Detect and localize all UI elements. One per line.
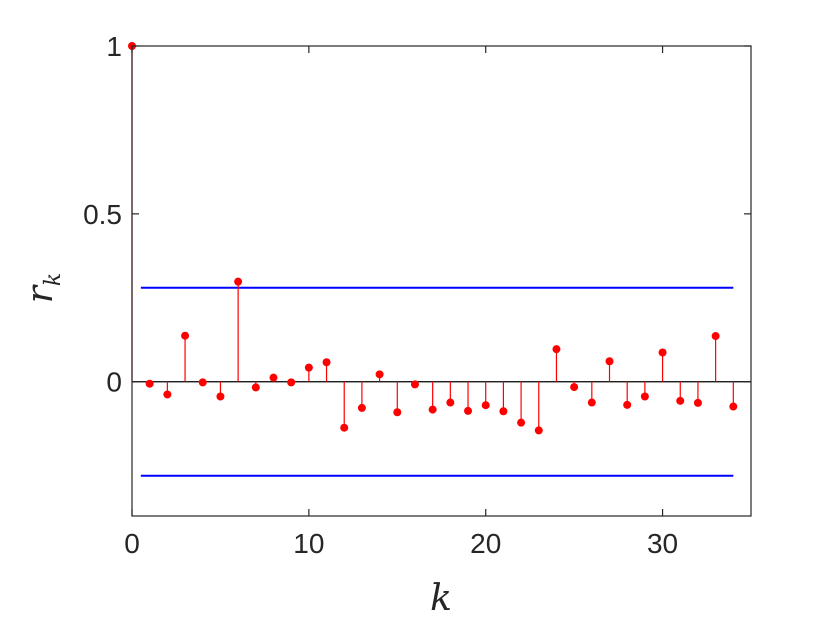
x-tick-label: 30 xyxy=(647,528,678,559)
stem-marker xyxy=(428,405,437,414)
stem-marker xyxy=(693,398,702,407)
stem-marker xyxy=(570,383,579,392)
stem-marker xyxy=(198,378,207,387)
stem-marker xyxy=(375,370,384,379)
stem-marker xyxy=(357,403,366,412)
stem-marker xyxy=(534,426,543,435)
stem-marker xyxy=(640,392,649,401)
stem-marker xyxy=(676,396,685,405)
axes xyxy=(131,45,752,517)
x-axis-label: k xyxy=(430,578,452,619)
stem-marker xyxy=(234,277,243,286)
stem-marker xyxy=(587,398,596,407)
stem-marker xyxy=(251,383,260,392)
x-tick-label: 20 xyxy=(470,528,501,559)
stem-marker xyxy=(446,398,455,407)
y-tick-label: 0.5 xyxy=(83,199,122,230)
y-tick-label: 0 xyxy=(106,367,122,398)
x-tick-label: 0 xyxy=(124,528,140,559)
stem-marker xyxy=(181,331,190,340)
stem-marker xyxy=(410,380,419,389)
stem-marker xyxy=(552,345,561,354)
stem-marker xyxy=(517,418,526,427)
stem-marker xyxy=(287,378,296,387)
x-tick-label: 10 xyxy=(293,528,324,559)
stem-marker xyxy=(464,406,473,415)
stem-marker xyxy=(163,390,172,399)
stem-marker xyxy=(605,357,614,366)
stem-marker xyxy=(216,392,225,401)
stem-marker xyxy=(322,358,331,367)
axis-labels: k rk xyxy=(20,273,452,619)
stem-marker xyxy=(481,401,490,410)
stem-marker xyxy=(269,373,278,382)
stem-marker xyxy=(340,423,349,432)
tick-labels: 0 10 20 30 0 0.5 1 xyxy=(83,31,678,559)
y-tick-label: 1 xyxy=(106,31,122,62)
stem-marker xyxy=(711,332,720,341)
plot-frame xyxy=(131,45,752,517)
stem-marker xyxy=(499,407,508,416)
stem-marker xyxy=(304,363,313,372)
stem-series xyxy=(128,42,738,435)
stem-marker xyxy=(729,402,738,411)
stem-marker xyxy=(145,379,154,388)
confidence-bounds xyxy=(140,286,734,477)
y-axis-label: rk xyxy=(20,273,66,304)
stem-marker xyxy=(393,408,402,417)
stem-marker xyxy=(658,348,667,357)
stem-marker xyxy=(623,400,632,409)
